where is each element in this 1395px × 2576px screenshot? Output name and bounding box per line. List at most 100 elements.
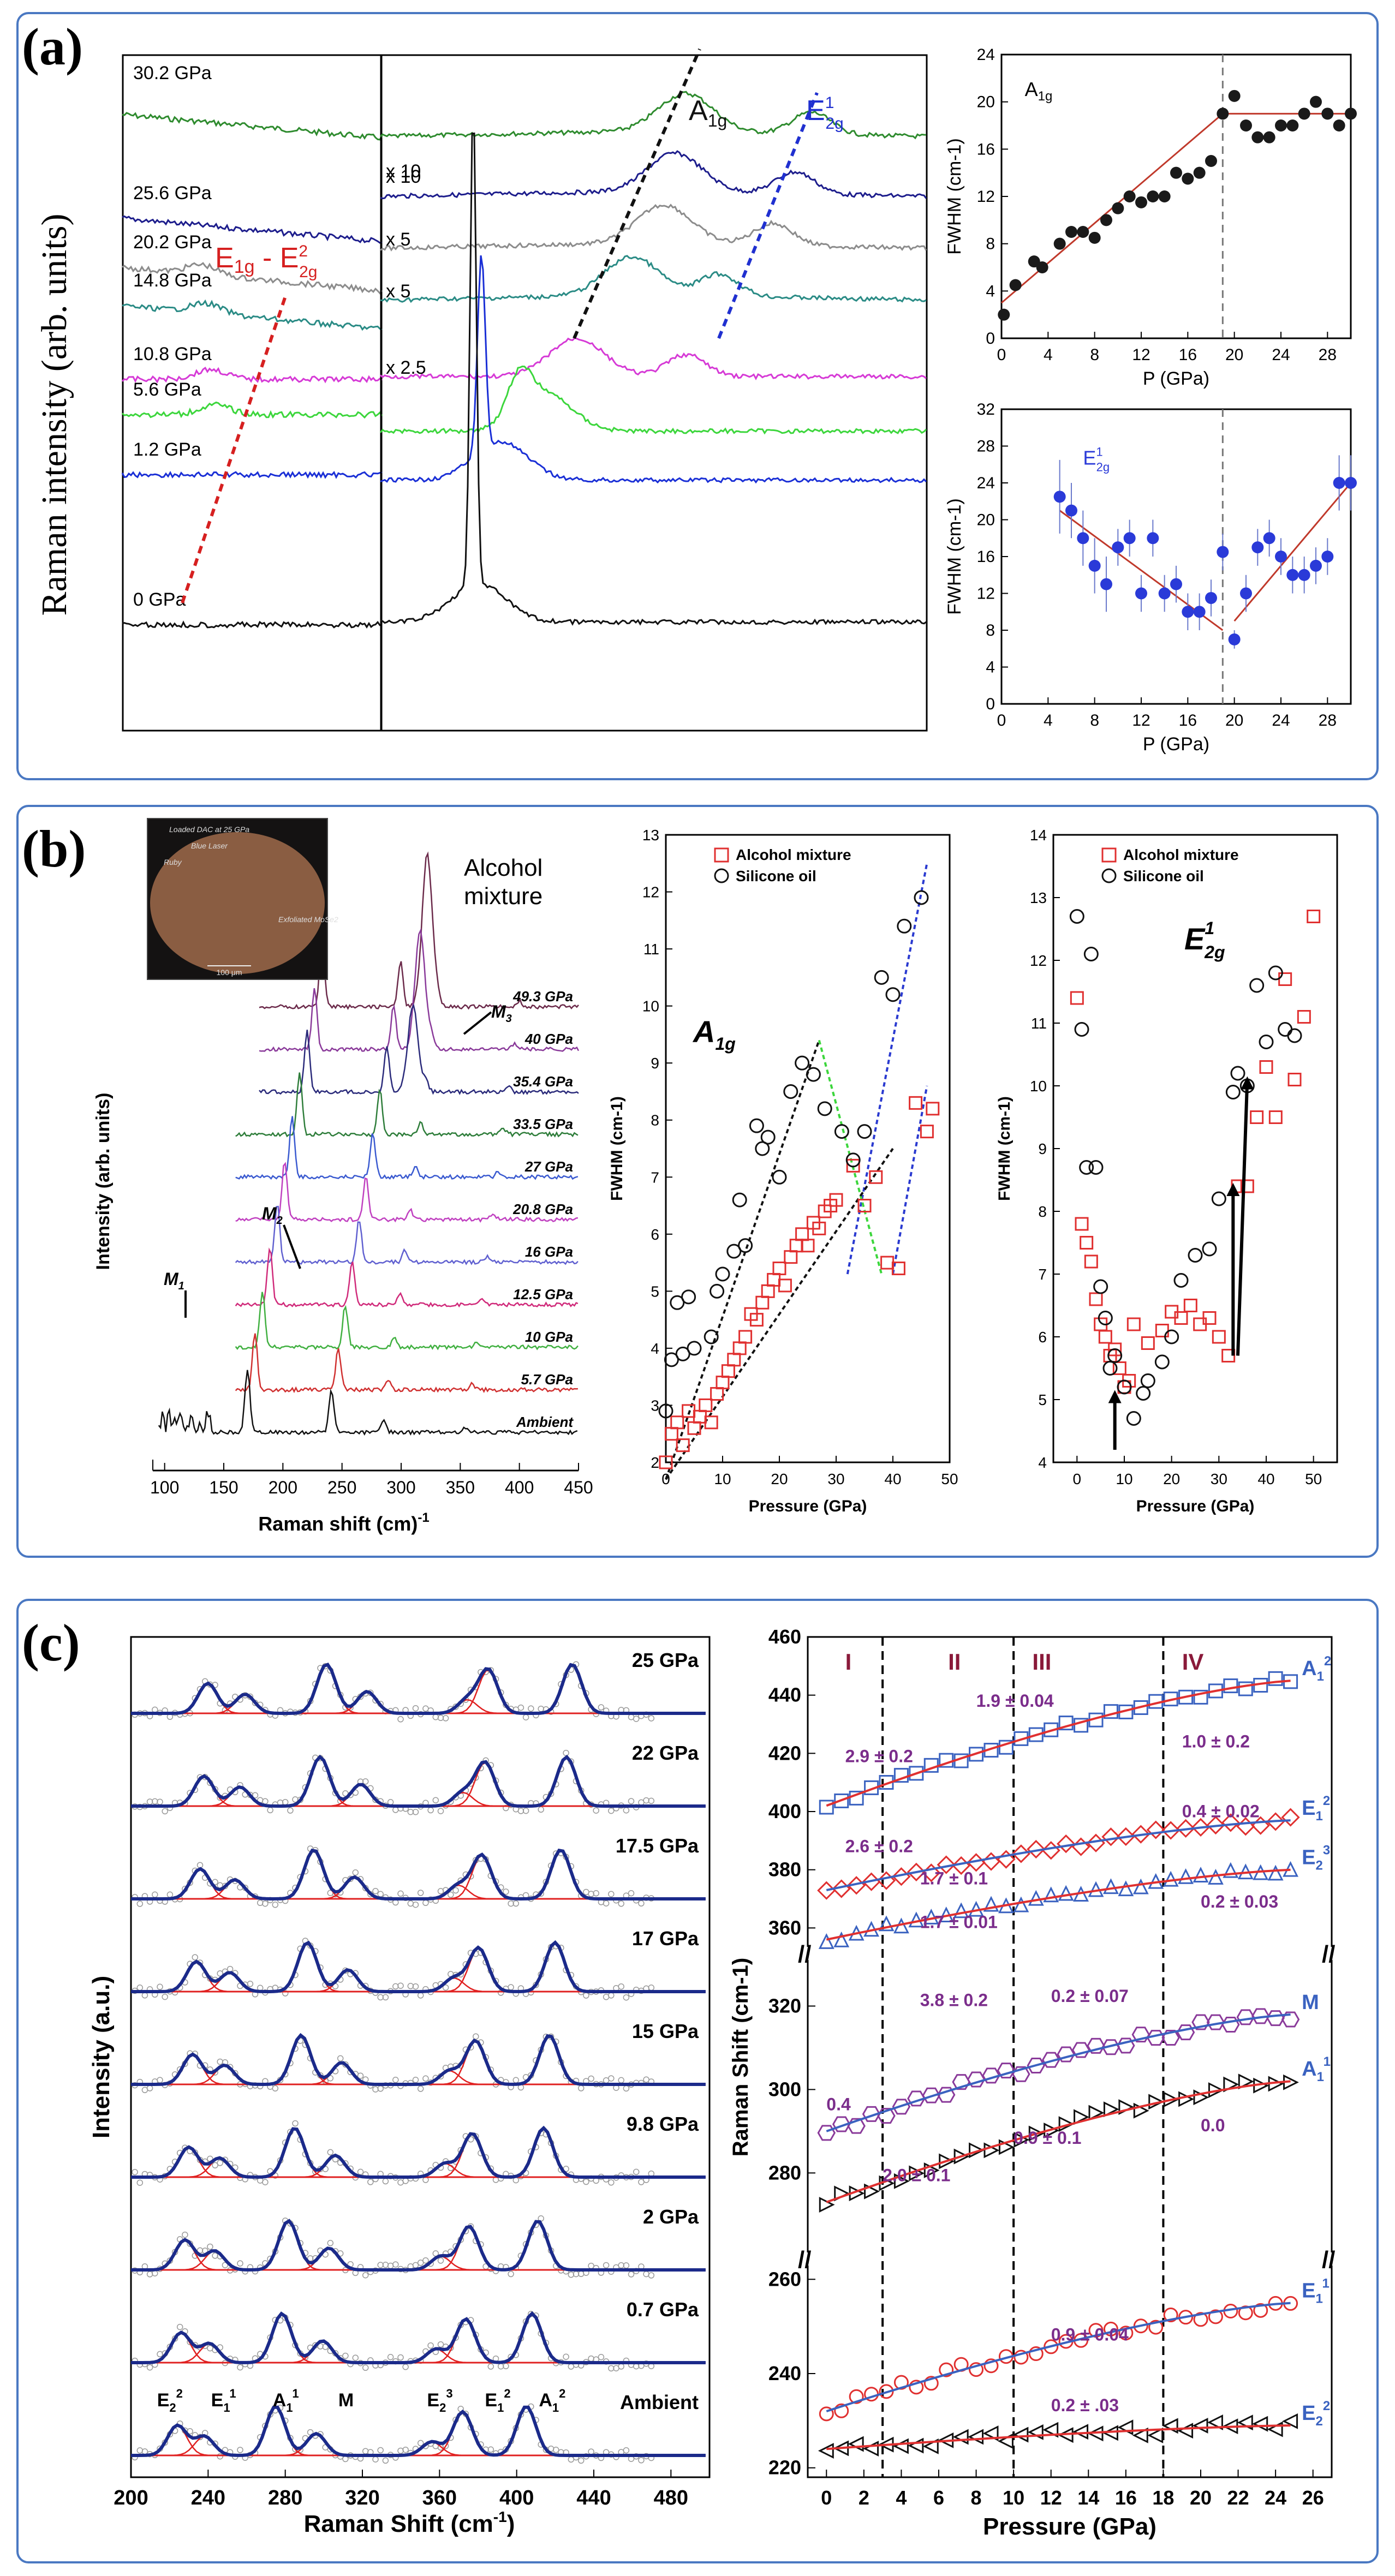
a-spectrum-left-3 [122, 299, 383, 331]
a_fwhm_e2g-xtick-label-3: 12 [1132, 712, 1150, 730]
c-spec-dot-2 [352, 1869, 359, 1876]
c-spec-xtick-label-5: 400 [499, 2487, 534, 2509]
c-spec-dot-2 [262, 1900, 269, 1907]
c-spec-dot-1 [392, 1807, 399, 1813]
c-series-2-pt-9 [953, 1902, 969, 1918]
a_fwhm_a1g-ytick-label-2: 8 [986, 235, 995, 253]
c-spec-dot-6 [222, 2262, 229, 2268]
c-spec-dot-6 [568, 2272, 575, 2278]
a_fwhm_e2g-ytick-label-7: 28 [977, 438, 995, 456]
b_fwhm_e2g-legend-circ [1101, 868, 1117, 883]
c-spec-dot-0 [517, 1704, 524, 1711]
c-slope-label-0: 2.9 ± 0.2 [845, 1746, 913, 1766]
c-spec-fit-7 [131, 2311, 706, 2364]
c-spec-dot-4 [473, 2033, 479, 2040]
c-spec-dot-6 [412, 2262, 419, 2269]
c-spec-dot-2 [508, 1900, 514, 1907]
a1-point-6 [1077, 226, 1089, 238]
c-series-4-pt-18 [1088, 2105, 1105, 2121]
c-series-fit-6 [826, 2424, 1291, 2451]
c-spec-pressure-1: 22 GPa [632, 1742, 699, 1764]
c-series-3-pt-25 [1191, 2014, 1210, 2030]
b-e2g-arrow-1-head [1226, 1183, 1240, 1196]
b-spec-xtick-label-7: 450 [564, 1478, 593, 1497]
c-series-5-pt-20 [1118, 2326, 1134, 2341]
c-series-1-pt-24 [1176, 1819, 1195, 1838]
c-spec-dot-4 [272, 2085, 279, 2092]
c-series-5-pt-25 [1193, 2312, 1208, 2327]
c-spec-dot-5 [633, 2168, 640, 2175]
c-spec-dot-3 [417, 1992, 424, 1999]
b_fwhm_a1g-ytick-label-0: 2 [651, 1454, 659, 1471]
b-spectrum-9 [235, 1333, 579, 1394]
a-mid-frame [380, 54, 928, 732]
c-slope-label-1: 1.9 ± 0.04 [976, 1691, 1054, 1711]
b_fwhm_a1g-ytick-label-2: 4 [651, 1340, 659, 1357]
a-e2g-sub: 2g [299, 263, 317, 281]
c-spec-dot-4 [618, 2077, 624, 2084]
b_fwhm_e2g-pt-1-8 [1107, 1348, 1123, 1363]
b_fwhm_e2g-ytick-label-4: 8 [1038, 1203, 1047, 1220]
c-shift-xtick-label-8: 16 [1115, 2487, 1137, 2509]
b_fwhm_a1g-pt-1-21 [845, 1152, 861, 1168]
c-shift-xtick-label-0: 0 [821, 2487, 832, 2509]
b_fwhm_a1g-xtick-label-3: 30 [827, 1471, 844, 1487]
a2-point-1 [1065, 504, 1077, 517]
c-spec-dot-8 [552, 2447, 559, 2453]
c-spec-dot-7 [563, 2353, 569, 2360]
b-spectrum-4 [235, 1116, 579, 1180]
c-spec-dot-6 [182, 2231, 188, 2238]
c-series-1-pt-25 [1191, 1818, 1211, 1837]
c-spec-dot-3 [618, 1983, 624, 1990]
c-series-5-pt-7 [923, 2376, 939, 2391]
b-spectrum-5 [235, 1162, 579, 1223]
b_fwhm_a1g-legend-sq [714, 847, 729, 863]
c-region-label-1: II [948, 1649, 961, 1675]
c-spec-dot-8 [382, 2457, 389, 2464]
c-spec-dot-7 [402, 2364, 409, 2370]
c-spec-dot-1 [387, 1799, 394, 1806]
c-spec-dot-8 [417, 2440, 424, 2447]
b_fwhm_e2g-pt-0-3 [1084, 1254, 1098, 1269]
b_fwhm_e2g-pt-1-0 [1069, 909, 1084, 924]
a_fwhm_e2g-ytick-label-0: 0 [986, 695, 995, 713]
c-series-label-6: E22 [1302, 2399, 1330, 2429]
c-spec-dot-3 [583, 1992, 589, 1999]
c-spec-dot-3 [397, 1982, 404, 1989]
c-series-1-pt-15 [1041, 1841, 1060, 1860]
a1-point-21 [1251, 131, 1264, 144]
c-series-3-pt-5 [892, 2099, 911, 2115]
c-series-5-pt-6 [909, 2380, 924, 2395]
c-series-6-pt-15 [1042, 2422, 1059, 2438]
b_fwhm_a1g-xlabel: Pressure (GPa) [749, 1497, 867, 1515]
c-series-3-pt-11 [982, 2067, 1000, 2084]
c-series-label-2: E23 [1302, 1843, 1330, 1873]
c-spec-dot-3 [377, 1994, 384, 2001]
c-peak-label-3: M [338, 2390, 354, 2411]
a-spectrum-left-4 [121, 367, 383, 384]
c-shift-ytick-label-0-0: 360 [768, 1916, 801, 1939]
c-series-6-pt-9 [952, 2429, 969, 2445]
c-spec-dot-5 [382, 2178, 389, 2185]
b-mode-label-1: M2 [262, 1204, 283, 1227]
c-series-label-sub-4: 1 [1317, 2070, 1324, 2084]
a-spectrum-mid-4 [379, 337, 927, 381]
a1-point-22 [1263, 131, 1275, 144]
b_fwhm_e2g-pt-1-1 [1074, 1022, 1089, 1037]
c-spec-dot-1 [643, 1797, 649, 1804]
b_fwhm_a1g-pt-1-19 [817, 1101, 832, 1116]
c-series-4-pt-14 [1028, 2125, 1045, 2142]
c-spec-dot-5 [262, 2179, 269, 2185]
c-shift-xlabel: Pressure (GPa) [983, 2513, 1156, 2540]
c-shift-xtick-label-4: 8 [971, 2487, 982, 2509]
c-series-5-pt-14 [1028, 2346, 1044, 2362]
c-spec-dot-2 [196, 1862, 204, 1868]
c-spec-dot-8 [141, 2448, 148, 2455]
b_fwhm_e2g-pt-1-11 [1136, 1386, 1151, 1401]
b-spectrum-label-0: 49.3 GPa [512, 988, 573, 1005]
b_fwhm_a1g-pt-1-20 [834, 1124, 849, 1139]
a-pressure-label-1: 25.6 GPa [133, 183, 212, 204]
c-spec-pressure-0: 25 GPa [632, 1649, 699, 1671]
b_fwhm_a1g-pt-1-14 [760, 1129, 776, 1145]
a_fwhm_e2g-ytick-label-3: 12 [977, 585, 995, 603]
